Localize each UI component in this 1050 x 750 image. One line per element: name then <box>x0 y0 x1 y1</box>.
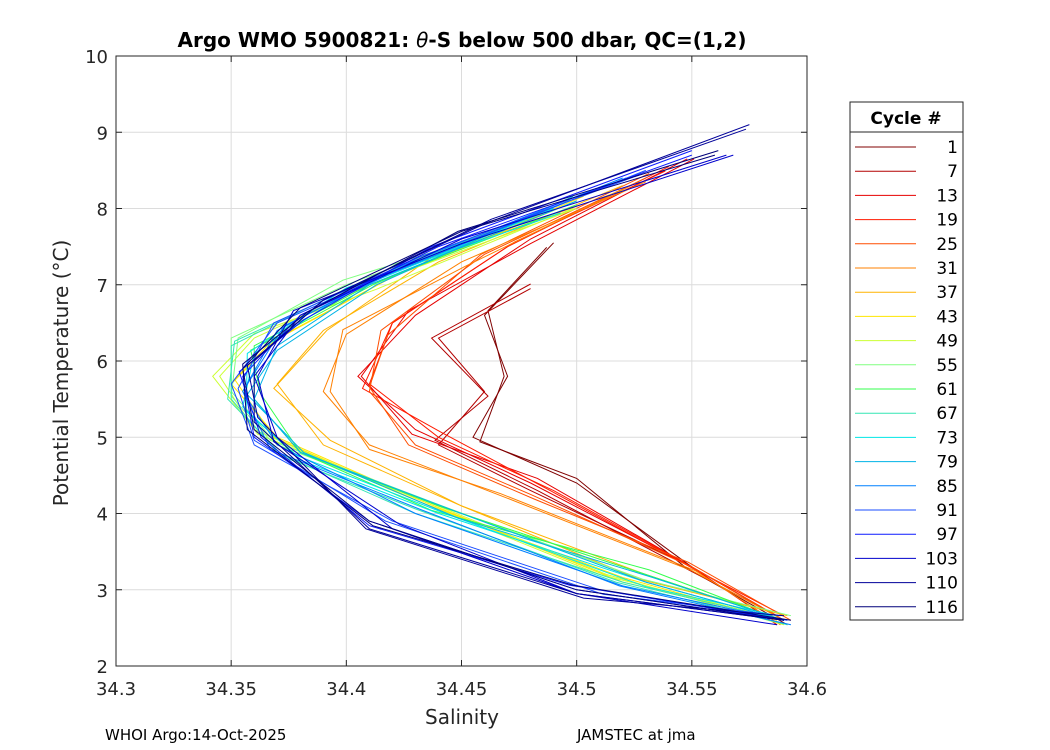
y-tick-label: 8 <box>97 200 108 221</box>
y-tick-label: 10 <box>85 47 108 68</box>
x-axis-label: Salinity <box>425 705 499 729</box>
x-tick-label: 34.55 <box>666 679 718 700</box>
series-line-cycle-31-variant <box>329 181 781 626</box>
series-line-cycle-7-variant <box>430 283 778 617</box>
legend-label-cycle-85: 85 <box>936 477 958 497</box>
legend-label-cycle-61: 61 <box>936 380 958 400</box>
y-tick-label: 6 <box>97 352 108 373</box>
x-tick-label: 34.5 <box>557 679 597 700</box>
legend-label-cycle-43: 43 <box>936 307 958 327</box>
y-tick-label: 5 <box>97 428 108 449</box>
y-tick-label: 7 <box>97 276 108 297</box>
y-axis-label: Potential Temperature (°C) <box>49 240 73 507</box>
x-tick-label: 34.45 <box>436 679 488 700</box>
legend-label-cycle-1: 1 <box>947 138 958 158</box>
series-lines <box>212 124 792 626</box>
legend-label-cycle-110: 110 <box>926 574 958 594</box>
legend-label-cycle-19: 19 <box>936 211 958 231</box>
legend-label-cycle-49: 49 <box>936 332 958 352</box>
x-tick-label: 34.4 <box>326 679 366 700</box>
legend-box <box>849 101 964 621</box>
x-tick-label: 34.3 <box>96 679 136 700</box>
series-line-cycle-37 <box>276 185 785 621</box>
legend-label-cycle-116: 116 <box>926 598 958 618</box>
series-line-cycle-25 <box>368 177 785 621</box>
legend-label-cycle-79: 79 <box>936 453 958 473</box>
legend-entries: 1 7 13 19 25 31 37 43 49 55 61 67 73 79 85 91 97 103 110 11… <box>855 138 958 618</box>
chart-title: Argo WMO 5900821: θ-S below 500 dbar, QC… <box>178 28 747 52</box>
series-line-cycle-110-variant <box>246 128 785 617</box>
series-line-cycle-31 <box>322 181 785 621</box>
series-line-cycle-49-variant <box>212 208 785 626</box>
legend-label-cycle-73: 73 <box>936 428 958 448</box>
legend-label-cycle-31: 31 <box>936 259 958 279</box>
legend-label-cycle-103: 103 <box>926 549 958 569</box>
footer-left-annotation: WHOI Argo:14-Oct-2025 <box>105 726 287 744</box>
y-tick-label: 3 <box>97 581 108 602</box>
x-tick-label: 34.6 <box>787 679 827 700</box>
y-tick-label: 2 <box>97 657 108 678</box>
legend-label-cycle-97: 97 <box>936 525 958 545</box>
legend: Cycle # 1 7 13 19 25 31 37 43 49 55 61 67 73 79 85 91 97… <box>849 101 964 621</box>
chart-title-prefix: Argo WMO 5900821: <box>178 28 417 52</box>
chart-title-suffix: -S below 500 dbar, QC=(1,2) <box>428 28 746 52</box>
chart-title-theta: θ <box>416 28 428 52</box>
y-tick-label: 9 <box>97 123 108 144</box>
y-tick-label: 4 <box>97 505 108 526</box>
legend-title: Cycle # <box>870 109 941 129</box>
series-line-cycle-19-variant <box>361 170 785 617</box>
x-tick-label: 34.35 <box>205 679 257 700</box>
series-line-cycle-79-variant <box>246 195 785 621</box>
legend-label-cycle-55: 55 <box>936 356 958 376</box>
legend-label-cycle-25: 25 <box>936 235 958 255</box>
legend-label-cycle-67: 67 <box>936 404 958 424</box>
series-line-cycle-110 <box>253 124 785 621</box>
footer-right-annotation: JAMSTEC at jma <box>577 726 696 744</box>
legend-label-cycle-37: 37 <box>936 283 958 303</box>
series-line-cycle-85-variant <box>242 177 792 626</box>
series-line-cycle-116-variant <box>242 150 791 621</box>
legend-label-cycle-91: 91 <box>936 501 958 521</box>
legend-label-cycle-13: 13 <box>936 186 958 206</box>
series-line-cycle-103-variant <box>257 154 778 626</box>
legend-label-cycle-7: 7 <box>947 162 958 182</box>
ticks: 34.3 34.35 34.4 34.45 34.5 34.55 34.6 2 3 4 5 6 7 8 9 1… <box>85 47 827 700</box>
series-line-cycle-25-variant <box>368 172 792 621</box>
